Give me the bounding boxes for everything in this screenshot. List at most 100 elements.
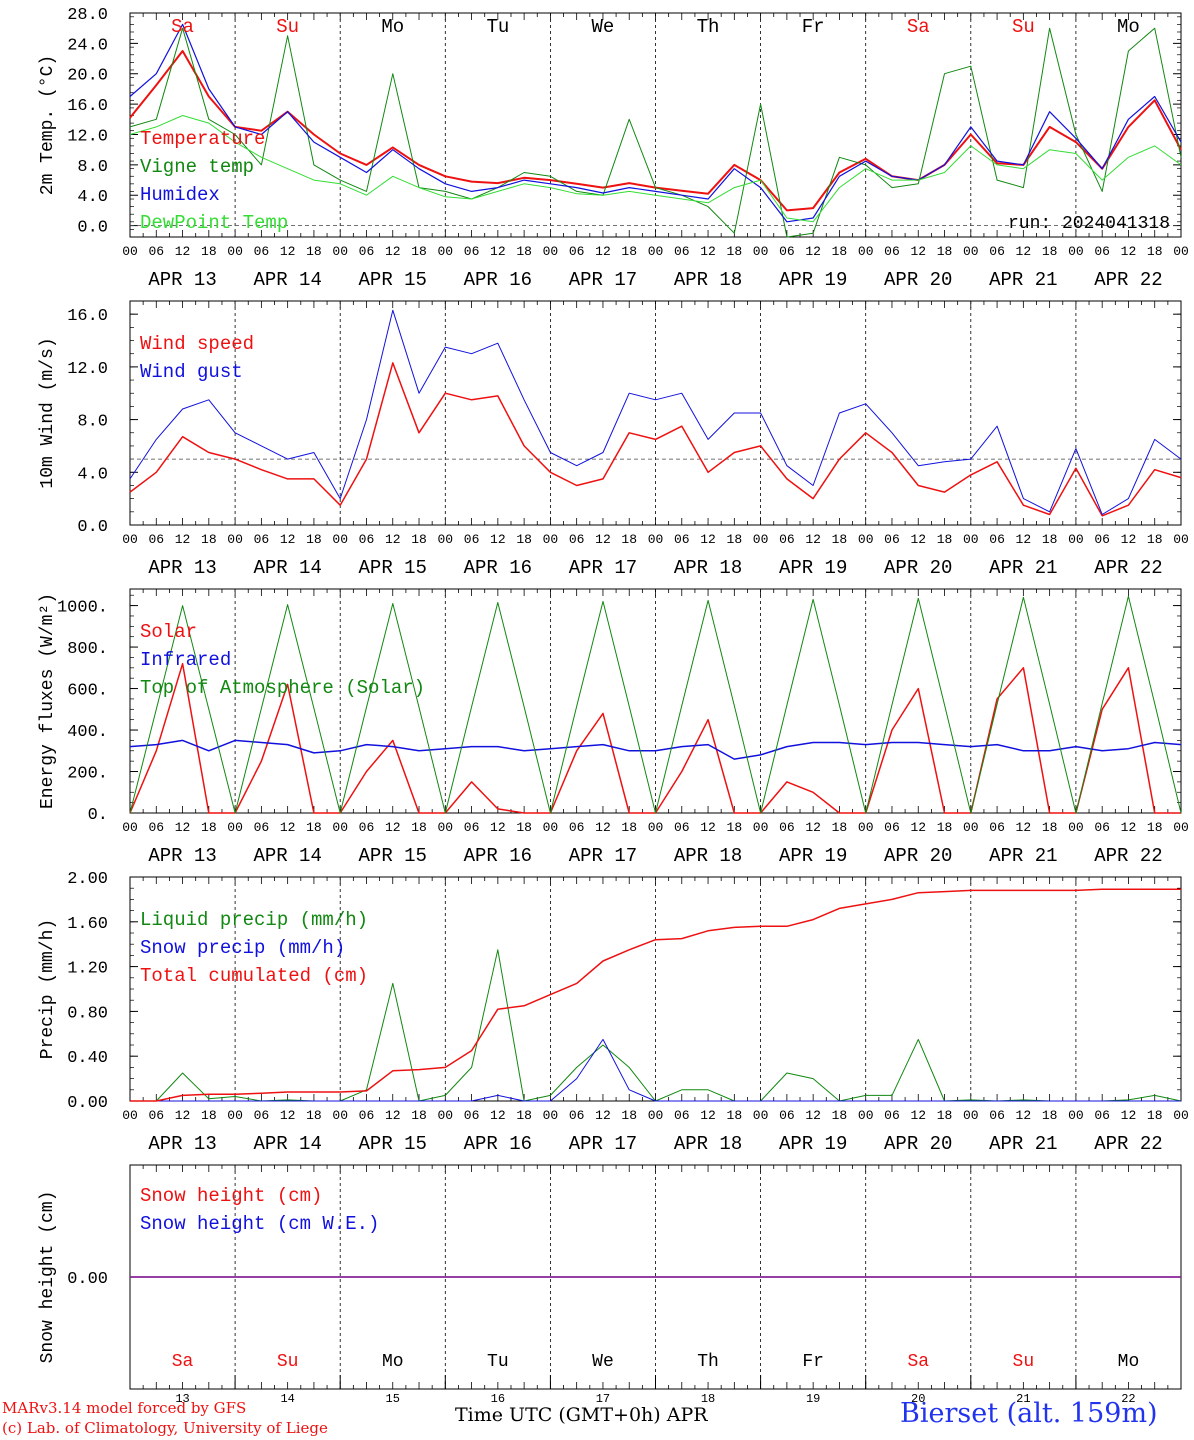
hour-tick-label: 18 [937, 532, 953, 547]
day-number-label: 19 [806, 1392, 820, 1406]
hour-tick-label: 12 [385, 532, 401, 547]
hour-tick-label: 06 [464, 1108, 480, 1123]
hour-tick-label: 12 [280, 244, 296, 259]
y-tick-label: 400. [67, 723, 108, 742]
hour-tick-label: 00 [122, 820, 138, 835]
date-label: APR 17 [569, 1133, 637, 1155]
y-tick-label: 2.00 [67, 870, 108, 889]
series-line [129, 739, 1182, 760]
weekday-label: Su [1013, 1352, 1035, 1372]
hour-tick-label: 06 [1094, 244, 1110, 259]
plot-frame [129, 300, 1182, 526]
hour-tick-label: 18 [516, 532, 532, 547]
station-label: Bierset (alt. 159m) [900, 1398, 1158, 1429]
date-label: APR 21 [989, 1133, 1057, 1155]
hour-tick-label: 06 [989, 1108, 1005, 1123]
hour-tick-label: 12 [280, 1108, 296, 1123]
hour-tick-label: 00 [543, 1108, 559, 1123]
hour-tick-label: 00 [1068, 1108, 1084, 1123]
hour-tick-label: 06 [148, 1108, 164, 1123]
hour-tick-label: 18 [1042, 1108, 1058, 1123]
hour-tick-label: 00 [1173, 1108, 1189, 1123]
hour-tick-label: 00 [332, 820, 348, 835]
hour-tick-label: 00 [122, 1108, 138, 1123]
plot-frame [129, 588, 1182, 814]
date-label: APR 16 [464, 845, 532, 867]
hour-tick-label: 06 [989, 820, 1005, 835]
date-label: APR 16 [464, 269, 532, 291]
weekday-label: Th [697, 1352, 719, 1372]
date-label: APR 14 [253, 557, 321, 579]
panel-3: 0. 200. 400. 600. 800. 1000.Energy fluxes (W/… [38, 588, 1189, 867]
hour-tick-label: 12 [910, 532, 926, 547]
legend-entry: Snow precip (mm/h) [140, 937, 345, 959]
hour-tick-label: 00 [227, 532, 243, 547]
date-label: APR 15 [359, 1133, 427, 1155]
hour-tick-label: 06 [359, 1108, 375, 1123]
weekday-label: Sa [907, 16, 930, 38]
hour-tick-label: 18 [201, 1108, 217, 1123]
hour-tick-label: 00 [332, 1108, 348, 1123]
hour-tick-label: 18 [937, 244, 953, 259]
y-tick-label: 1.20 [67, 960, 108, 979]
day-number-label: 21 [1016, 1392, 1030, 1406]
hour-tick-label: 12 [910, 244, 926, 259]
y-tick-label: 1000. [57, 599, 108, 618]
hour-tick-label: 18 [727, 244, 743, 259]
hour-tick-label: 18 [937, 1108, 953, 1123]
weekday-label: Fr [802, 1352, 824, 1372]
hour-tick-label: 12 [385, 820, 401, 835]
panel-5: 0.00 Snow height (cm) Snow height (cm) Snow… [38, 1164, 1182, 1406]
hour-tick-label: 18 [937, 820, 953, 835]
hour-tick-label: 18 [832, 532, 848, 547]
hour-tick-label: 12 [1016, 820, 1032, 835]
hour-tick-label: 12 [385, 1108, 401, 1123]
legend-entry: Snow height (cm) [140, 1185, 322, 1207]
y-tick-label: 28.0 [67, 6, 108, 25]
hour-tick-label: 06 [569, 244, 585, 259]
hour-tick-label: 00 [122, 244, 138, 259]
weekday-label: Mo [381, 16, 404, 38]
date-label: APR 19 [779, 845, 847, 867]
hour-tick-label: 00 [1068, 532, 1084, 547]
y-tick-label: 0.00 [67, 1094, 108, 1113]
hour-tick-label: 06 [884, 244, 900, 259]
y-tick-label: 4.0 [77, 465, 108, 484]
hour-tick-label: 18 [306, 820, 322, 835]
weekday-label: We [592, 1352, 614, 1372]
hour-tick-label: 00 [963, 820, 979, 835]
hour-tick-label: 12 [280, 532, 296, 547]
hour-tick-label: 00 [1173, 820, 1189, 835]
day-number-label: 22 [1121, 1392, 1135, 1406]
weekday-label: We [592, 16, 615, 38]
hour-tick-label: 12 [175, 532, 191, 547]
series-line [129, 595, 1182, 814]
date-label: APR 16 [464, 1133, 532, 1155]
hour-tick-label: 06 [674, 1108, 690, 1123]
hour-tick-label: 18 [411, 820, 427, 835]
hour-tick-label: 12 [805, 1108, 821, 1123]
hour-tick-label: 06 [884, 820, 900, 835]
hour-tick-label: 00 [437, 532, 453, 547]
x-axis-label: Time UTC (GMT+0h) APR [455, 1404, 708, 1426]
date-label: APR 13 [148, 1133, 216, 1155]
weekday-label: Mo [1117, 16, 1140, 38]
weekday-label: Tu [486, 16, 509, 38]
hour-tick-label: 06 [884, 532, 900, 547]
hour-tick-label: 12 [1121, 244, 1137, 259]
hour-tick-label: 00 [648, 820, 664, 835]
hour-tick-label: 06 [779, 532, 795, 547]
hour-tick-label: 12 [805, 532, 821, 547]
hour-tick-label: 00 [332, 532, 348, 547]
hour-tick-label: 12 [490, 244, 506, 259]
legend-entry: Solar [140, 621, 197, 643]
legend-entry: Top of Atmosphere (Solar) [140, 677, 425, 699]
hour-tick-label: 06 [1094, 532, 1110, 547]
hour-tick-label: 18 [1042, 820, 1058, 835]
hour-tick-label: 18 [727, 820, 743, 835]
series-line [130, 888, 1181, 1102]
series-line [130, 1038, 1181, 1102]
hour-tick-label: 12 [910, 1108, 926, 1123]
hour-tick-label: 06 [989, 244, 1005, 259]
model-credit: MARv3.14 model forced by GFS (c) Lab. of… [2, 1398, 328, 1438]
